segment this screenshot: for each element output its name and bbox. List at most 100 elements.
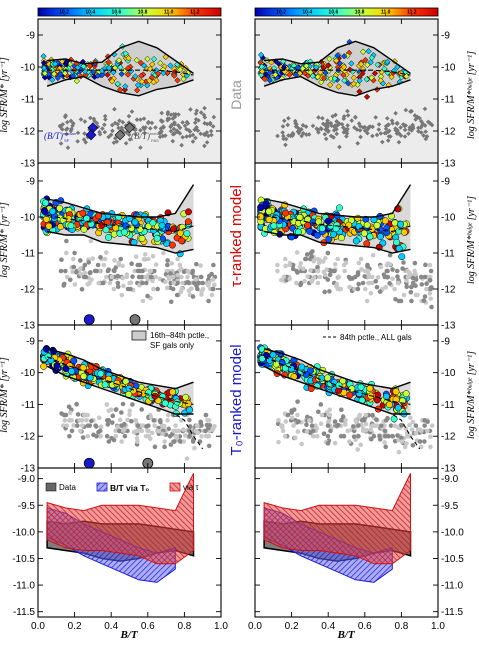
- sf-galaxy-point: [77, 73, 84, 80]
- passive-point: [116, 125, 121, 131]
- passive-point: [376, 127, 382, 132]
- passive-point: [191, 280, 197, 286]
- sf-galaxy-point: [381, 217, 389, 225]
- passive-point: [204, 121, 210, 127]
- sf-galaxy-point: [356, 77, 363, 84]
- passive-point: [157, 130, 163, 135]
- passive-point: [182, 433, 188, 438]
- passive-point: [175, 280, 180, 286]
- passive-point: [100, 126, 105, 131]
- passive-point: [177, 131, 183, 136]
- sf-galaxy-point: [181, 409, 189, 417]
- passive-point: [429, 285, 434, 290]
- passive-point: [159, 110, 165, 116]
- passive-point: [415, 114, 420, 120]
- passive-point: [195, 286, 200, 292]
- passive-point: [422, 106, 428, 112]
- passive-point: [417, 439, 423, 444]
- passive-point: [367, 280, 373, 286]
- ytick-label: -10: [441, 213, 456, 224]
- passive-point: [393, 110, 398, 116]
- passive-point: [296, 126, 301, 131]
- passive-point: [129, 418, 134, 424]
- passive-point: [315, 280, 321, 286]
- passive-point: [395, 280, 401, 286]
- passive-point: [290, 262, 296, 268]
- sf-galaxy-point: [359, 70, 366, 77]
- passive-point: [408, 415, 413, 420]
- legend-envelope-swatch: [131, 330, 147, 341]
- panel-row1-left: -9 -10 -11 -12 -13: [21, 18, 222, 170]
- envelope-lower: [263, 365, 411, 415]
- sf-galaxy-point: [174, 77, 181, 84]
- passive-point: [388, 423, 394, 428]
- passive-point: [87, 280, 92, 286]
- median-line: [47, 69, 194, 76]
- passive-point: [420, 121, 426, 126]
- passive-point: [193, 135, 198, 141]
- passive-point: [315, 433, 320, 439]
- colorbar-tick-label: 10.6: [329, 10, 339, 16]
- sf-galaxy-point: [303, 62, 310, 70]
- passive-point: [97, 132, 103, 137]
- passive-point: [347, 439, 352, 444]
- sf-galaxy-point: [149, 219, 157, 227]
- sf-galaxy-point: [270, 222, 278, 230]
- envelope-upper: [263, 184, 412, 218]
- legend-row4: Data B/T via T₀ via τ: [45, 482, 199, 493]
- passive-point: [321, 269, 327, 275]
- passive-point: [395, 127, 400, 133]
- ytick-label: -9.5: [18, 501, 36, 512]
- passive-point: [319, 126, 324, 132]
- sf-galaxy-point: [388, 73, 395, 81]
- passive-point: [137, 268, 143, 274]
- passive-point: [149, 120, 155, 126]
- passive-point: [199, 423, 204, 428]
- sf-galaxy-point: [288, 66, 295, 73]
- passive-point: [307, 418, 312, 423]
- passive-point: [162, 444, 167, 450]
- passive-point: [88, 238, 94, 244]
- passive-point: [341, 125, 346, 130]
- sf-galaxy-point: [259, 68, 266, 75]
- passive-point: [319, 412, 325, 418]
- ylabel-right-row3: log SFR/M*ᵇᵘˡᵍᵉ [yr⁻¹]: [466, 351, 477, 439]
- passive-point: [85, 423, 91, 428]
- sf-galaxy-point: [363, 76, 370, 83]
- passive-point: [94, 433, 99, 439]
- passive-point: [412, 113, 418, 118]
- passive-point: [356, 433, 361, 439]
- sf-galaxy-point: [122, 50, 129, 57]
- passive-point: [286, 133, 291, 138]
- passive-point: [206, 418, 212, 423]
- passive-point: [316, 260, 322, 266]
- passive-point: [421, 133, 426, 138]
- passive-point: [381, 272, 387, 277]
- passive-point: [120, 263, 125, 269]
- passive-point: [331, 135, 336, 140]
- sf-galaxy-point: [304, 221, 312, 229]
- passive-point: [141, 257, 147, 262]
- row-label-t0: T₀-ranked model: [228, 344, 245, 455]
- passive-point: [96, 415, 102, 421]
- passive-point: [65, 145, 71, 151]
- passive-point: [309, 254, 314, 259]
- passive-point: [303, 256, 309, 262]
- sf-galaxy-point: [86, 374, 94, 382]
- passive-point: [162, 439, 167, 444]
- passive-point: [369, 274, 375, 280]
- passive-point: [59, 257, 64, 263]
- median-bt-pas-marker: [124, 122, 135, 134]
- sf-galaxy-point: [183, 72, 190, 79]
- passive-point: [211, 114, 217, 120]
- passive-point: [392, 286, 397, 292]
- passive-point: [428, 434, 433, 440]
- sf-galaxy-point: [296, 214, 304, 221]
- sf-galaxy-point: [161, 399, 169, 407]
- passive-point: [148, 268, 153, 274]
- sf-galaxy-point: [266, 77, 273, 84]
- passive-point: [177, 438, 183, 444]
- passive-point: [320, 121, 326, 127]
- colorbar-tick-label: 11.0: [381, 10, 391, 16]
- passive-point: [424, 286, 429, 292]
